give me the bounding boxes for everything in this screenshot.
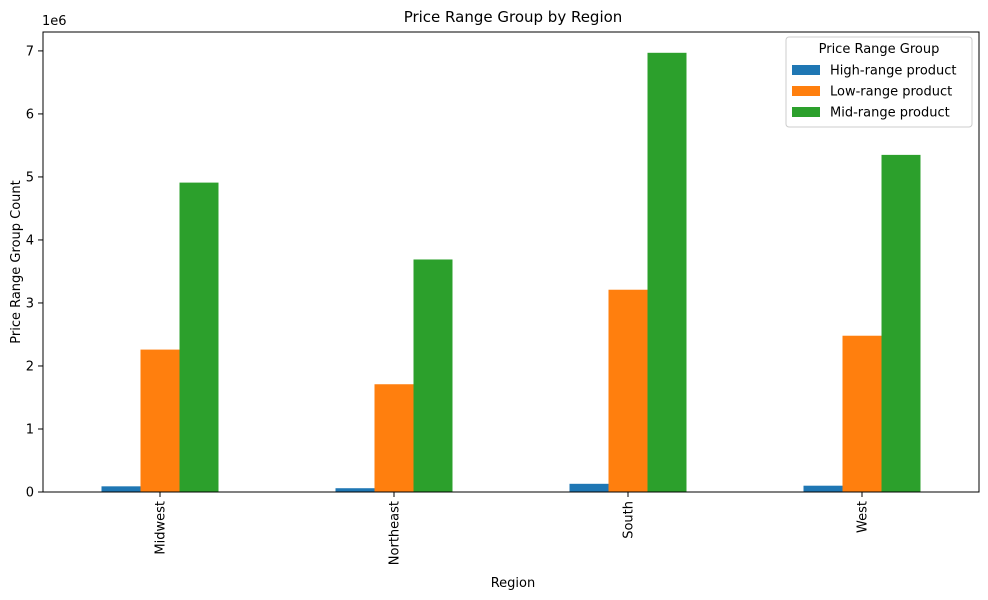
bar-high-range-product-west (803, 485, 843, 492)
legend-swatch (792, 86, 820, 96)
bar-mid-range-product-midwest (179, 182, 219, 493)
y-tick-label: 4 (26, 233, 34, 248)
bar-low-range-product-northeast (374, 384, 414, 492)
legend-swatch (792, 65, 820, 75)
bar-mid-range-product-northeast (413, 259, 453, 492)
y-tick-label: 5 (26, 170, 34, 185)
y-tick-label: 3 (26, 296, 34, 311)
x-axis: Midwest Northeast South West (154, 492, 871, 565)
y-tick-label: 6 (26, 107, 34, 122)
y-tick-label: 2 (26, 359, 34, 374)
legend-label: High-range product (830, 64, 957, 79)
chart-title: Price Range Group by Region (404, 8, 623, 26)
bar-high-range-product-midwest (101, 486, 141, 492)
bar-high-range-product-south (569, 483, 609, 492)
x-tick-label: Midwest (154, 501, 169, 555)
bar-low-range-product-midwest (140, 349, 180, 492)
bar-mid-range-product-south (647, 52, 687, 492)
y-offset-label: 1e6 (42, 14, 67, 29)
legend-label: Low-range product (830, 85, 952, 100)
y-axis: 0 1 2 3 4 5 6 7 (26, 44, 43, 501)
bar-low-range-product-west (842, 335, 882, 492)
y-tick-label: 0 (26, 486, 34, 501)
legend-box (785, 36, 973, 128)
x-tick-label: South (622, 501, 637, 539)
bar-high-range-product-northeast (335, 488, 375, 492)
y-tick-label: 7 (26, 44, 34, 59)
bars-layer (101, 52, 921, 493)
y-axis-title: Price Range Group Count (9, 180, 24, 344)
y-tick-label: 1 (26, 422, 34, 437)
x-tick-label: Northeast (388, 501, 403, 565)
legend-title: Price Range Group (819, 42, 940, 57)
x-axis-title: Region (491, 576, 536, 591)
x-tick-label: West (856, 501, 871, 533)
bar-mid-range-product-west (881, 154, 921, 492)
legend-label: Mid-range product (830, 106, 950, 121)
legend-swatch (792, 107, 820, 117)
legend: Price Range Group High-range product Low-… (785, 36, 973, 128)
bar-low-range-product-south (608, 289, 648, 492)
plot-frame (42, 31, 980, 493)
